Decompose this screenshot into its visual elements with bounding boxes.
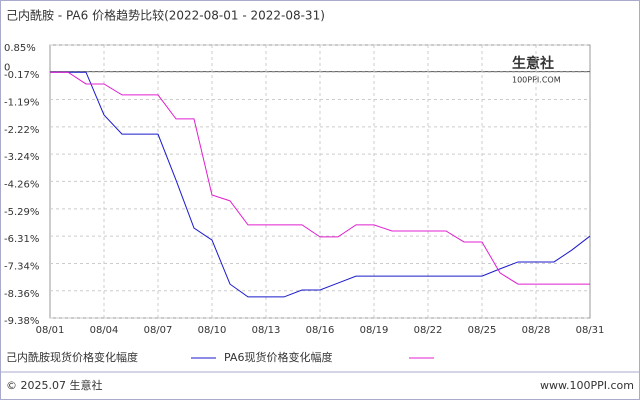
series-line xyxy=(50,71,591,298)
y-tick-label: -2.22% xyxy=(4,125,39,136)
footer-left: © 2025.07 生意社 xyxy=(6,378,102,392)
y-tick-label: -6.31% xyxy=(4,234,39,245)
series-line xyxy=(50,71,590,285)
x-tick-label: 08/28 xyxy=(522,325,551,336)
legend-label: 己内酰胺现货价格变化幅度 xyxy=(6,350,138,364)
x-tick-label: 08/22 xyxy=(414,325,443,336)
x-tick-label: 08/07 xyxy=(144,325,173,336)
x-tick-label: 08/13 xyxy=(252,325,281,336)
x-tick-label: 08/16 xyxy=(306,325,335,336)
y-tick-label: -5.29% xyxy=(4,207,39,218)
y-tick-label: -1.19% xyxy=(4,97,39,108)
watermark: 生意社 xyxy=(512,55,554,72)
legend-label: PA6现货价格变化幅度 xyxy=(224,350,332,364)
y-tick-label: -0.17% xyxy=(4,70,39,81)
x-tick-label: 08/25 xyxy=(468,325,497,336)
y-tick-label: -7.34% xyxy=(4,262,39,273)
x-tick-label: 08/31 xyxy=(576,325,605,336)
y-tick-label: -3.24% xyxy=(4,152,39,163)
x-tick-label: 08/04 xyxy=(90,325,119,336)
y-tick-label: -4.26% xyxy=(4,179,39,190)
chart-title: 己内酰胺 - PA6 价格趋势比较(2022-08-01 - 2022-08-3… xyxy=(6,8,325,23)
watermark: 100PPI.COM xyxy=(512,76,561,85)
y-tick-label: 0 xyxy=(4,63,10,74)
y-tick-label: 0.85% xyxy=(4,43,36,54)
footer-right: www.100PPI.com xyxy=(540,379,634,392)
y-tick-label: -8.36% xyxy=(4,289,39,300)
y-tick-label: -9.38% xyxy=(4,316,39,327)
x-tick-label: 08/01 xyxy=(36,325,65,336)
x-tick-label: 08/10 xyxy=(198,325,227,336)
x-tick-label: 08/19 xyxy=(360,325,389,336)
